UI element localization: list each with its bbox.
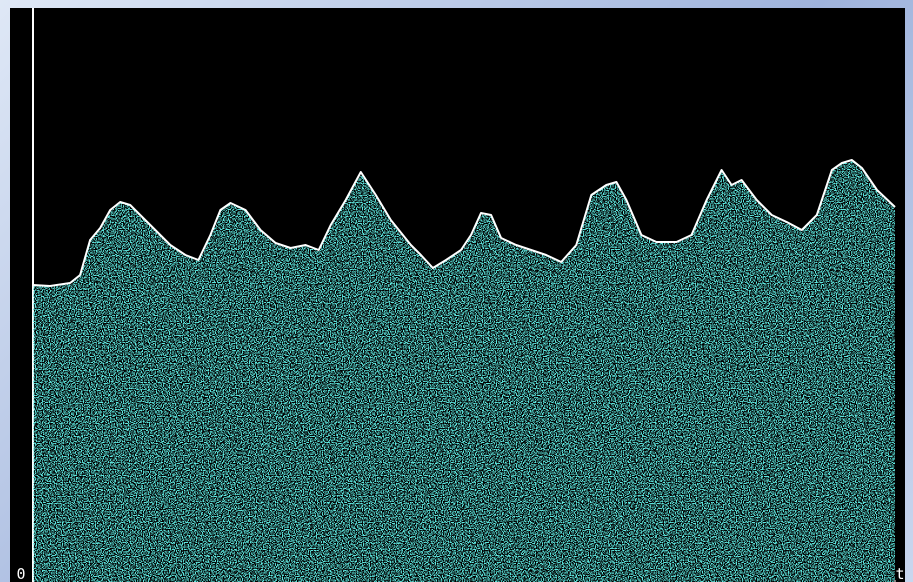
x-tick-label: t [895, 565, 904, 582]
page: {"chart_data": {"type": "area", "color":… [0, 0, 913, 582]
chart: 0t [0, 0, 913, 582]
x-tick-label: 0 [16, 565, 25, 582]
